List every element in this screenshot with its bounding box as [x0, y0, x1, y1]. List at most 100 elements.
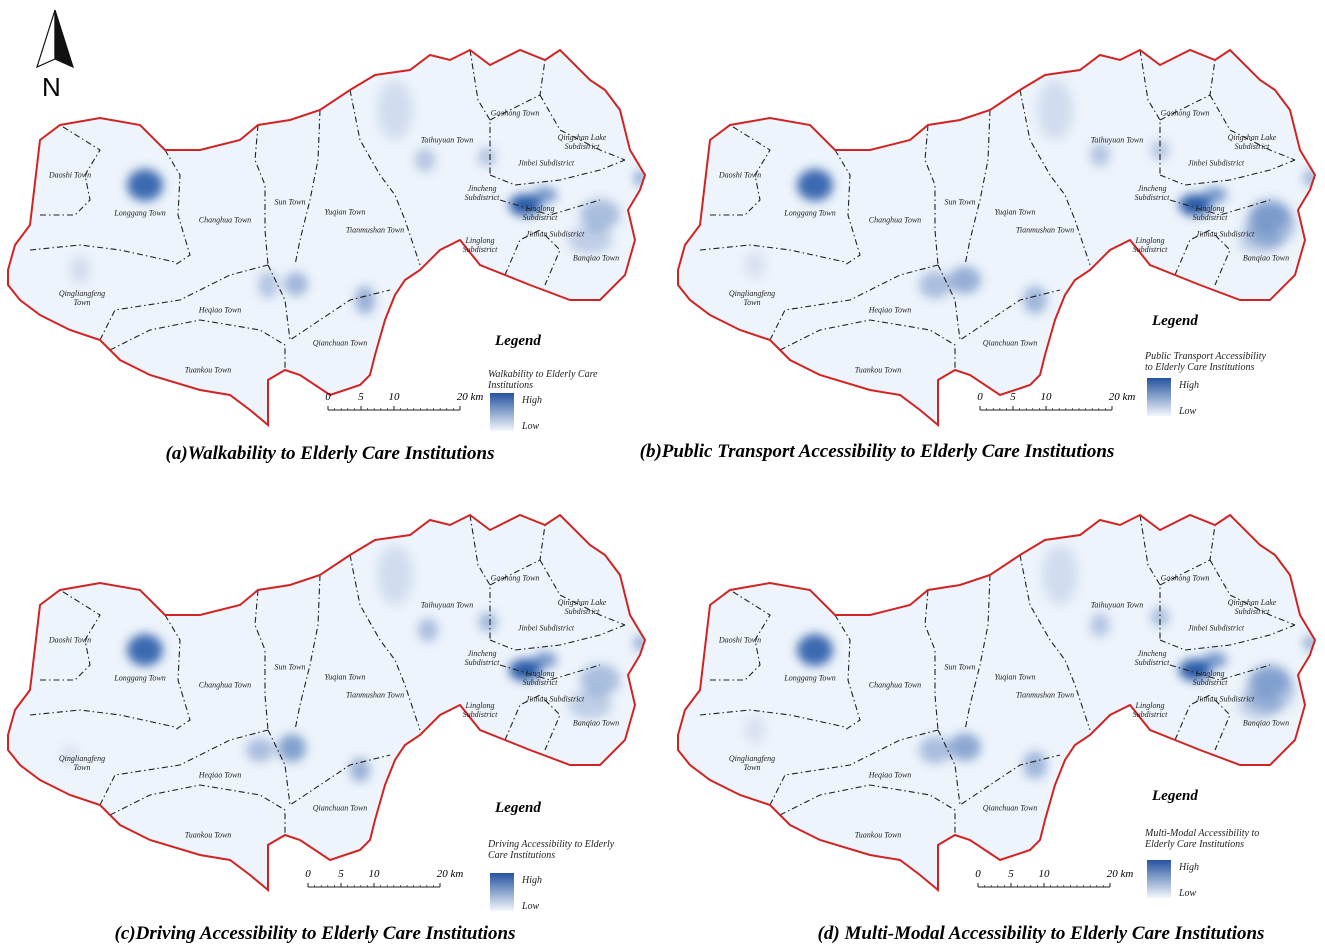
town-label: Jinbei Subdistrict — [517, 623, 575, 633]
town-label: Banqiao Town — [572, 718, 620, 728]
hotspots — [745, 80, 1315, 314]
town-boundary — [489, 159, 626, 186]
town-label: Jinnan Subdistrict — [1195, 229, 1255, 239]
region-fill — [8, 50, 645, 425]
hotspot — [949, 266, 981, 294]
region-outline — [7, 513, 647, 893]
legend-subtitle: Walkability to Elderly Care Institutions — [488, 369, 598, 391]
town-label: Taihuyuan Town — [420, 600, 474, 610]
town-label: Longgang Town — [784, 673, 836, 683]
town-label: Linglong Subdistrict — [522, 204, 558, 222]
hotspot — [1179, 659, 1211, 681]
panel-caption: (a)Walkability to Elderly Care Instituti… — [165, 443, 495, 464]
legend-title: Legend — [1152, 313, 1198, 329]
north-arrow — [36, 9, 74, 69]
town-label: Gaohong Town — [1160, 108, 1210, 118]
north-label: N — [42, 72, 61, 102]
town-boundary — [769, 729, 939, 806]
legend-ramp — [1147, 860, 1171, 898]
town-label: Linglong Subdistrict — [522, 669, 558, 687]
town-label: Yuqian Town — [324, 207, 366, 217]
region-fill — [8, 515, 645, 890]
town-label: Daoshi Town — [718, 170, 762, 180]
town-boundary — [710, 124, 771, 216]
town-boundary — [109, 784, 286, 835]
town-label: Gaohong Town — [1160, 573, 1210, 583]
town-label: Linglong Subdistrict — [1192, 204, 1228, 222]
town-label: Banqiao Town — [572, 253, 620, 263]
scale-label: 10 — [1040, 391, 1052, 403]
town-boundary — [779, 319, 956, 370]
town-label: Jinnan Subdistrict — [1195, 694, 1255, 704]
hotspot — [127, 169, 163, 201]
town-boundary — [267, 729, 391, 806]
map — [677, 48, 1317, 428]
town-boundary — [99, 264, 269, 341]
scale-label: 5 — [1010, 391, 1016, 403]
town-boundary — [254, 124, 269, 266]
town-boundary — [1159, 624, 1296, 651]
scale-label: 5 — [358, 391, 364, 403]
hotspot — [568, 691, 612, 719]
hotspot — [1037, 80, 1073, 140]
town-boundary — [937, 729, 1061, 806]
town-boundary — [964, 109, 991, 266]
town-label: Qingliangfeng Town — [58, 289, 106, 307]
town-boundary — [1169, 199, 1271, 216]
legend-low: Low — [522, 421, 540, 432]
town-label: Heqiao Town — [198, 770, 242, 780]
map — [7, 48, 647, 431]
town-label: Daoshi Town — [718, 635, 762, 645]
town-label: Taihuyuan Town — [1090, 135, 1144, 145]
town-label: Heqiao Town — [868, 770, 912, 780]
legend-high: High — [1179, 862, 1199, 873]
hotspot — [1090, 613, 1110, 637]
town-label: Qingliangfeng Town — [728, 754, 776, 772]
town-label: Longgang Town — [114, 673, 166, 683]
hotspot — [1090, 143, 1110, 167]
town-label: Yuqian Town — [324, 672, 366, 682]
town-label: Qingshan Lake Subdistrict — [557, 133, 607, 151]
hotspot — [418, 618, 438, 642]
hotspot — [745, 251, 765, 279]
town-label: Jinbei Subdistrict — [1187, 623, 1245, 633]
scale-label: 20 km — [456, 391, 484, 403]
town-boundary — [964, 574, 991, 731]
town-label: Linglong Subdistrict — [1192, 669, 1228, 687]
hotspot — [479, 612, 497, 632]
town-boundary — [1169, 664, 1271, 681]
town-label: Daoshi Town — [48, 635, 92, 645]
town-label: Qianchuan Town — [312, 803, 368, 813]
legend-ramp — [1147, 378, 1171, 416]
town-boundary — [489, 624, 626, 651]
town-label: Qingshan Lake Subdistrict — [1227, 598, 1277, 616]
legend-title: Legend — [495, 800, 541, 816]
hotspot — [377, 80, 413, 140]
scale-label: 20 km — [1106, 868, 1134, 880]
town-label: Sun Town — [274, 662, 306, 672]
legend-title: Legend — [495, 333, 541, 349]
hotspot — [355, 286, 375, 314]
town-boundary — [769, 264, 939, 341]
town-label: Taihuyuan Town — [420, 135, 474, 145]
hotspot — [533, 187, 557, 203]
town-boundary — [349, 554, 421, 731]
town-label: Qianchuan Town — [982, 803, 1038, 813]
legend-subtitle: Multi-Modal Accessibility to Elderly Car… — [1145, 828, 1260, 850]
scale-label: 5 — [338, 868, 344, 880]
town-label: Tianmushan Town — [1015, 690, 1075, 700]
hotspot — [797, 634, 833, 666]
hotspot — [350, 758, 370, 782]
town-label: Daoshi Town — [48, 170, 92, 180]
hotspot — [377, 545, 413, 605]
scale-label: 0 — [305, 868, 311, 880]
hotspot — [70, 256, 90, 284]
hotspot — [580, 199, 620, 231]
town-boundary — [1209, 94, 1296, 161]
hotspot — [246, 738, 274, 762]
map — [677, 513, 1317, 898]
hotspot — [533, 652, 557, 668]
town-boundary — [267, 264, 391, 341]
town-label: Qingshan Lake Subdistrict — [557, 598, 607, 616]
hotspot — [797, 169, 833, 201]
